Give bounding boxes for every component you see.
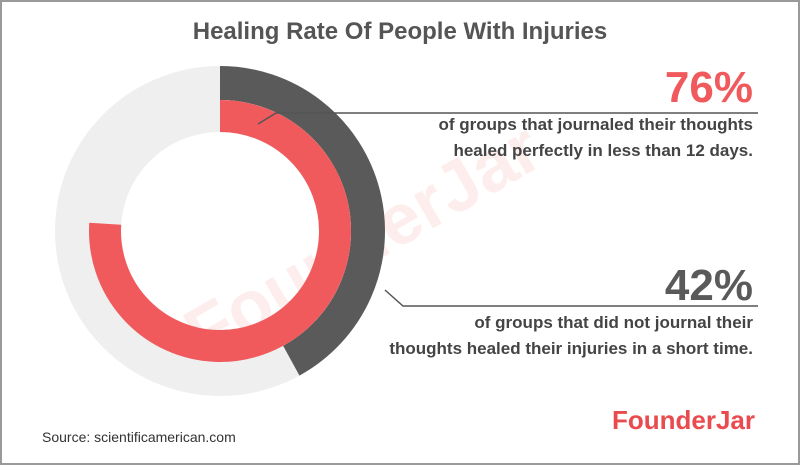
brand-logo: FounderJar (611, 405, 755, 435)
leader-line-76 (257, 112, 758, 125)
leader-line-42 (384, 289, 758, 307)
stat-desc-line2: healed perfectly in less than 12 days. (453, 141, 753, 160)
stat-desc-line2: thoughts healed their injuries in a shor… (389, 339, 753, 358)
source-note: Source: scientificamerican.com (42, 429, 236, 445)
stat-percent-42: 42% (664, 261, 753, 310)
stat-desc-line1: of groups that did not journal their (474, 313, 753, 332)
stat-percent-76: 76% (664, 63, 753, 112)
inner-ring-arc-76 (89, 100, 351, 362)
stat-76: 76% of groups that journaled their thoug… (439, 64, 753, 164)
stat-desc-line1: of groups that journaled their thoughts (438, 115, 753, 134)
outer-ring-arc-42 (219, 66, 385, 376)
chart-title: Healing Rate Of People With Injuries (192, 18, 608, 45)
stat-42: 42% of groups that did not journal their… (389, 262, 753, 362)
